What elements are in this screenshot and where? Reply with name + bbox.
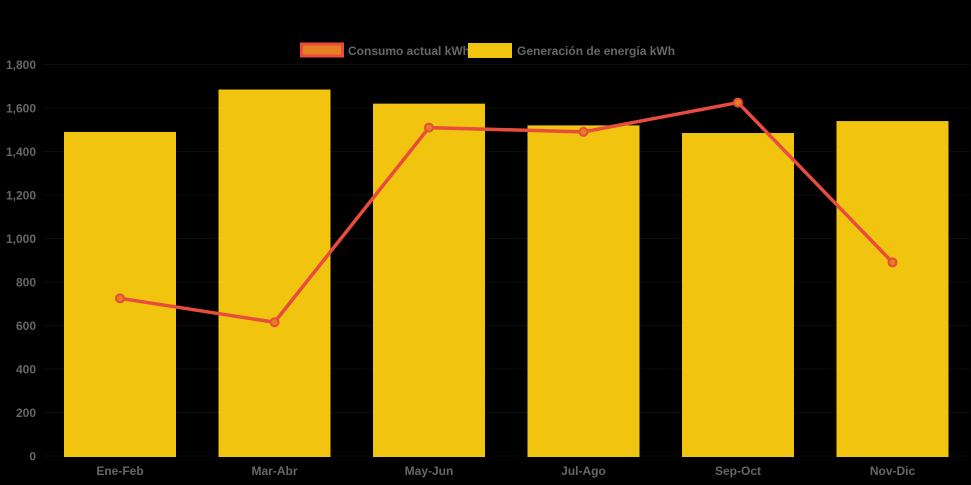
x-axis-category-label: Ene-Feb [96,464,143,478]
legend-label-consumo: Consumo actual kWh [348,44,470,58]
y-axis-tick-label: 600 [16,319,36,333]
x-axis-category-label: Sep-Oct [715,464,761,478]
y-axis-tick-label: 1,600 [6,102,36,116]
y-axis-tick-label: 1,400 [6,145,36,159]
x-axis-category-label: Nov-Dic [870,464,916,478]
y-axis-tick-label: 0 [29,450,36,464]
legend-item-consumo[interactable]: Consumo actual kWh [300,42,471,58]
y-axis-tick-label: 800 [16,276,36,290]
x-axis-category-label: Jul-Ago [561,464,606,478]
bar-series-generacion [64,89,949,458]
consumo-point-4[interactable] [733,97,743,108]
legend-item-generacion[interactable]: Generación de energía kWh [468,43,675,58]
bar-generacion-4[interactable] [682,133,794,457]
gridlines [43,64,970,457]
y-axis: 0 200 400 600 800 1,000 1,200 1,400 1,600 1,800 [6,58,36,464]
legend-label-generacion: Generación de energía kWh [517,44,675,58]
x-axis: Ene-Feb Mar-Abr May-Jun Jul-Ago Sep-Oct Nov-D… [96,464,915,478]
legend: Consumo actual kWh Generación de energía … [300,42,675,58]
consumo-point-3[interactable] [578,126,589,137]
bar-generacion-3[interactable] [527,125,640,458]
x-axis-category-label: May-Jun [405,464,454,478]
consumo-point-0[interactable] [115,293,125,304]
consumo-point-5[interactable] [887,257,898,268]
y-axis-tick-label: 1,000 [6,232,36,246]
consumo-point-1[interactable] [269,317,280,328]
y-axis-tick-label: 400 [16,363,36,377]
consumo-point-2[interactable] [424,122,434,133]
y-axis-tick-label: 1,800 [6,58,36,72]
line-points [115,97,898,328]
bar-generacion-2[interactable] [373,103,485,458]
y-axis-tick-label: 1,200 [6,189,36,203]
consumo-line [118,100,895,324]
legend-swatch-consumo-icon [300,42,344,58]
x-axis-category-label: Mar-Abr [251,464,297,478]
legend-swatch-generacion-icon [468,43,512,58]
bar-generacion-5[interactable] [836,121,949,458]
y-axis-tick-label: 200 [16,406,36,420]
